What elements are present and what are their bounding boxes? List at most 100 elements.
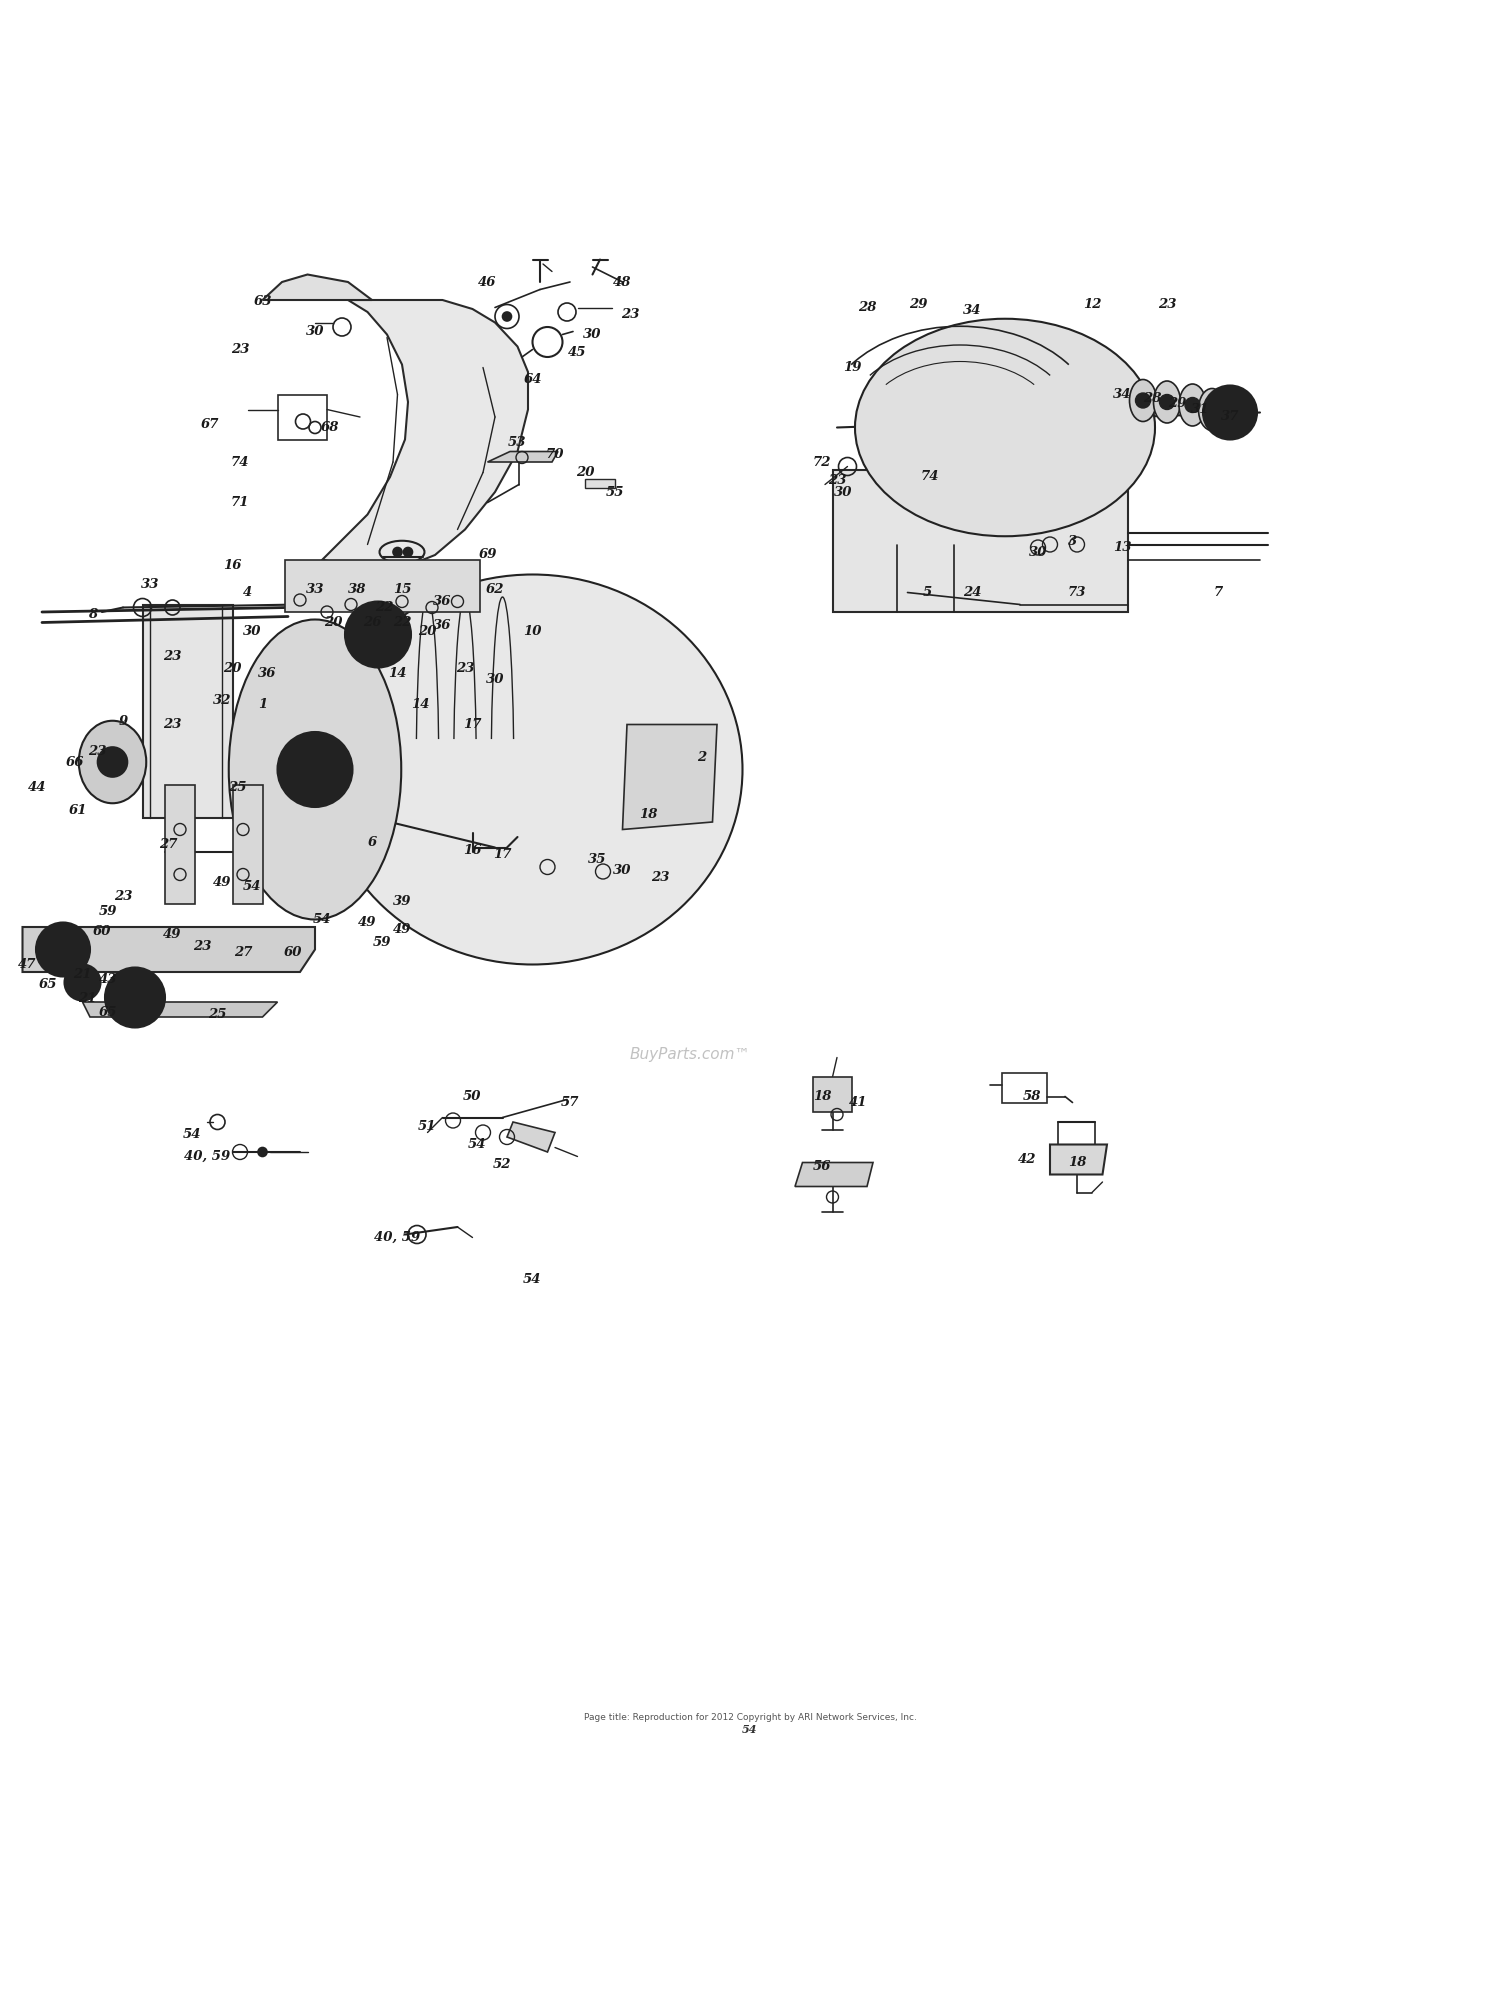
Text: 17: 17	[464, 718, 482, 732]
Text: 25: 25	[228, 782, 246, 794]
Text: 13: 13	[1113, 541, 1131, 555]
Ellipse shape	[1216, 392, 1243, 434]
Polygon shape	[165, 784, 195, 905]
Text: 52: 52	[494, 1158, 512, 1170]
Text: 35: 35	[588, 853, 606, 865]
Circle shape	[105, 967, 165, 1028]
Ellipse shape	[78, 720, 147, 804]
Polygon shape	[82, 1002, 278, 1016]
Polygon shape	[813, 1076, 852, 1112]
Circle shape	[36, 923, 90, 977]
Text: 69: 69	[478, 549, 496, 561]
Text: 47: 47	[18, 959, 36, 971]
Text: 39: 39	[393, 895, 411, 909]
Circle shape	[1160, 394, 1174, 410]
Polygon shape	[795, 1162, 873, 1187]
Text: 66: 66	[66, 756, 84, 768]
Text: 28: 28	[1143, 392, 1161, 406]
Text: 16: 16	[224, 559, 242, 573]
Text: 42: 42	[1019, 1154, 1036, 1166]
Text: 41: 41	[849, 1096, 867, 1110]
Text: 32: 32	[213, 694, 231, 706]
Text: 4: 4	[243, 587, 252, 599]
Text: 49: 49	[213, 875, 231, 889]
Text: 30: 30	[306, 324, 324, 338]
Text: 19: 19	[843, 360, 861, 374]
Text: 54: 54	[314, 913, 332, 927]
Polygon shape	[488, 452, 558, 461]
Circle shape	[98, 748, 128, 778]
Text: 27: 27	[159, 837, 177, 851]
Text: 45: 45	[568, 346, 586, 358]
Text: 23: 23	[88, 746, 106, 758]
Text: 8: 8	[88, 609, 98, 621]
Circle shape	[278, 732, 352, 808]
Text: 23: 23	[828, 473, 846, 487]
Text: 30: 30	[834, 485, 852, 499]
Text: 29: 29	[1168, 398, 1186, 410]
Text: 12: 12	[1083, 298, 1101, 310]
Text: 14: 14	[388, 666, 406, 680]
Circle shape	[1185, 398, 1200, 412]
Text: 2: 2	[698, 752, 706, 764]
Polygon shape	[622, 724, 717, 829]
Ellipse shape	[322, 575, 742, 965]
Text: 30: 30	[584, 328, 602, 340]
Text: 22: 22	[393, 617, 411, 629]
Text: 70: 70	[546, 448, 564, 461]
Text: 54: 54	[183, 1128, 201, 1140]
Text: 25: 25	[209, 1008, 226, 1020]
Circle shape	[1218, 400, 1242, 424]
Circle shape	[297, 752, 333, 788]
Text: 16: 16	[464, 843, 482, 857]
Text: 33: 33	[141, 579, 159, 591]
Polygon shape	[322, 300, 528, 571]
Text: 49: 49	[393, 923, 411, 937]
Text: 54: 54	[524, 1273, 542, 1287]
Text: 59: 59	[99, 905, 117, 919]
Text: 31: 31	[1191, 404, 1209, 416]
Text: 37: 37	[1221, 410, 1239, 424]
Text: 20: 20	[576, 465, 594, 479]
Ellipse shape	[1154, 382, 1180, 424]
Polygon shape	[262, 274, 372, 300]
Text: 57: 57	[561, 1096, 579, 1110]
Text: 21: 21	[78, 993, 96, 1006]
Polygon shape	[142, 605, 232, 817]
Text: 15: 15	[393, 583, 411, 597]
Text: 22: 22	[375, 601, 393, 615]
Text: BuyParts.com™: BuyParts.com™	[630, 1046, 750, 1062]
Text: 20: 20	[224, 662, 242, 676]
Text: 34: 34	[1113, 388, 1131, 402]
Polygon shape	[232, 784, 262, 905]
Text: 73: 73	[1068, 587, 1086, 599]
Text: 7: 7	[1214, 587, 1222, 599]
Text: 56: 56	[813, 1160, 831, 1174]
Circle shape	[258, 1148, 267, 1156]
Text: 20: 20	[324, 617, 342, 629]
Text: 74: 74	[231, 455, 249, 469]
Text: Page title: Reproduction for 2012 Copyright by ARI Network Services, Inc.: Page title: Reproduction for 2012 Copyri…	[584, 1713, 916, 1722]
Text: 23: 23	[164, 650, 182, 664]
Polygon shape	[22, 927, 315, 973]
Circle shape	[363, 619, 393, 650]
Text: 30: 30	[1029, 545, 1047, 559]
Text: 40, 59: 40, 59	[375, 1231, 420, 1243]
Circle shape	[64, 965, 101, 1000]
Text: 40, 59: 40, 59	[184, 1150, 230, 1164]
Text: 9: 9	[118, 714, 128, 728]
Text: 30: 30	[614, 863, 632, 877]
Circle shape	[404, 547, 412, 557]
Text: 23: 23	[231, 342, 249, 356]
Text: 50: 50	[464, 1090, 482, 1104]
Text: 65: 65	[39, 977, 57, 991]
Text: 49: 49	[358, 917, 376, 929]
Text: 36: 36	[433, 619, 451, 633]
Text: 53: 53	[509, 436, 526, 450]
Text: 18: 18	[813, 1090, 831, 1104]
Text: 36: 36	[433, 595, 451, 609]
Text: 21: 21	[74, 969, 92, 981]
Polygon shape	[285, 559, 480, 613]
Text: 62: 62	[486, 583, 504, 597]
Polygon shape	[833, 469, 1128, 613]
